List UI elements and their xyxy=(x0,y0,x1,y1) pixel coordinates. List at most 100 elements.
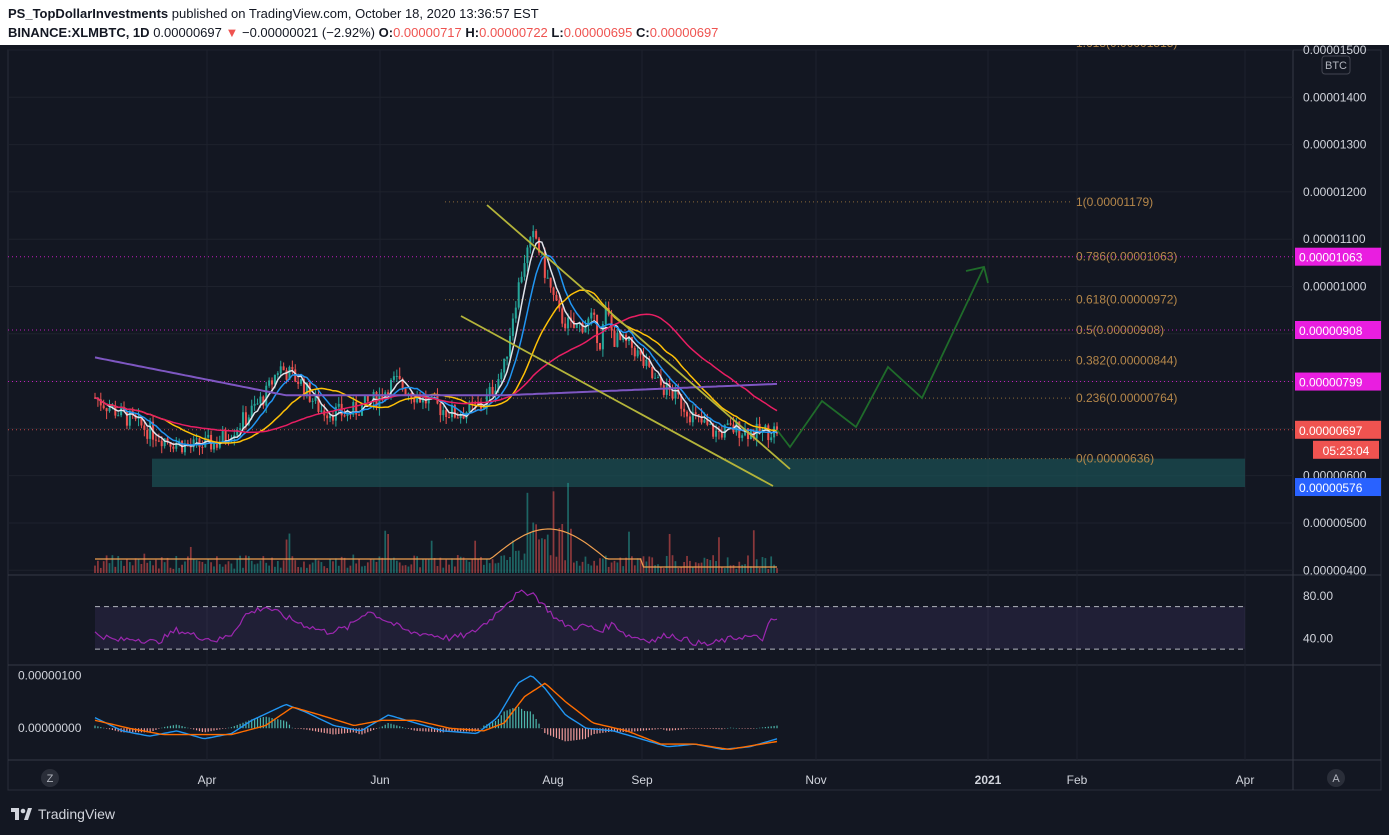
candle-body[interactable] xyxy=(764,425,767,430)
candle-body[interactable] xyxy=(584,326,587,333)
candle-body[interactable] xyxy=(195,438,198,440)
candle-body[interactable] xyxy=(625,334,628,342)
candle-body[interactable] xyxy=(520,276,523,283)
candle-body[interactable] xyxy=(720,431,723,438)
candle-body[interactable] xyxy=(459,415,462,419)
candle-body[interactable] xyxy=(691,412,694,423)
candle-body[interactable] xyxy=(244,412,247,425)
candle-body[interactable] xyxy=(552,287,555,295)
candle-body[interactable] xyxy=(601,324,604,350)
candle-body[interactable] xyxy=(726,423,729,426)
candle-body[interactable] xyxy=(111,405,114,408)
candle-body[interactable] xyxy=(442,410,445,416)
candle-body[interactable] xyxy=(297,381,300,384)
candle-body[interactable] xyxy=(326,415,329,419)
candle-body[interactable] xyxy=(694,412,697,415)
candle-body[interactable] xyxy=(546,277,549,279)
candle-body[interactable] xyxy=(700,415,703,423)
candle-body[interactable] xyxy=(265,385,268,406)
candle-body[interactable] xyxy=(163,438,166,447)
candle-body[interactable] xyxy=(381,394,384,400)
candle-body[interactable] xyxy=(413,398,416,403)
candle-body[interactable] xyxy=(503,358,506,373)
candle-body[interactable] xyxy=(105,408,108,412)
candle-body[interactable] xyxy=(416,396,419,403)
macd-signal-line[interactable] xyxy=(94,682,778,750)
candle-body[interactable] xyxy=(300,379,303,384)
candle-body[interactable] xyxy=(715,430,718,437)
candle-body[interactable] xyxy=(146,430,149,439)
candle-body[interactable] xyxy=(427,397,430,404)
candle-body[interactable] xyxy=(276,373,279,375)
candle-body[interactable] xyxy=(648,360,651,367)
candle-body[interactable] xyxy=(532,231,535,238)
candle-body[interactable] xyxy=(398,375,401,379)
candle-body[interactable] xyxy=(654,377,657,379)
candle-body[interactable] xyxy=(506,356,509,359)
candle-body[interactable] xyxy=(201,446,204,448)
candle-body[interactable] xyxy=(407,393,410,395)
candle-body[interactable] xyxy=(468,401,471,413)
forecast-path[interactable] xyxy=(776,266,985,449)
candle-body[interactable] xyxy=(590,312,593,319)
candle-body[interactable] xyxy=(311,400,314,402)
candle-body[interactable] xyxy=(166,438,169,443)
candle-body[interactable] xyxy=(619,332,622,340)
candle-body[interactable] xyxy=(564,323,567,329)
candle-body[interactable] xyxy=(703,420,706,423)
candle-body[interactable] xyxy=(659,377,662,386)
candle-body[interactable] xyxy=(241,412,245,429)
axis-button-label[interactable]: A xyxy=(1332,773,1340,785)
timezone-button[interactable] xyxy=(41,769,59,787)
chart-canvas[interactable]: Z Apr Jun Aug Sep Nov 2021 Feb Apr A 0.00001500 0.0… xyxy=(0,45,1389,795)
candle-body[interactable] xyxy=(218,442,221,448)
candle-body[interactable] xyxy=(770,437,773,441)
candle-body[interactable] xyxy=(250,405,253,418)
candle-body[interactable] xyxy=(543,251,546,278)
candle-body[interactable] xyxy=(207,434,210,438)
candle-body[interactable] xyxy=(596,314,599,344)
candle-body[interactable] xyxy=(343,415,346,417)
candle-body[interactable] xyxy=(508,335,512,357)
candle-body[interactable] xyxy=(549,277,552,288)
candle-body[interactable] xyxy=(352,402,355,415)
price-label-box[interactable] xyxy=(1295,478,1381,497)
candle-body[interactable] xyxy=(517,282,520,308)
candle-body[interactable] xyxy=(456,417,459,419)
candle-body[interactable] xyxy=(378,394,381,408)
candle-body[interactable] xyxy=(567,317,570,329)
candle-body[interactable] xyxy=(587,318,590,327)
author-name[interactable]: PS_TopDollarInvestments xyxy=(8,6,169,21)
candle-body[interactable] xyxy=(674,387,677,399)
candle-body[interactable] xyxy=(627,337,631,342)
candle-body[interactable] xyxy=(334,406,337,421)
candle-body[interactable] xyxy=(775,426,779,434)
candle-body[interactable] xyxy=(717,430,720,432)
candle-body[interactable] xyxy=(723,425,726,438)
candle-body[interactable] xyxy=(636,350,639,357)
candle-body[interactable] xyxy=(288,366,291,380)
ma-10-line[interactable] xyxy=(94,254,778,446)
candle-body[interactable] xyxy=(488,386,491,396)
candle-body[interactable] xyxy=(102,405,105,409)
candle-body[interactable] xyxy=(477,403,480,405)
candle-body[interactable] xyxy=(256,403,259,405)
candle-body[interactable] xyxy=(497,379,500,391)
candle-body[interactable] xyxy=(523,263,526,277)
candle-body[interactable] xyxy=(616,332,619,347)
candle-body[interactable] xyxy=(355,402,358,415)
candle-body[interactable] xyxy=(572,320,575,329)
candle-body[interactable] xyxy=(450,405,453,418)
candle-body[interactable] xyxy=(500,372,503,380)
price-label-box[interactable] xyxy=(1295,372,1381,391)
candle-body[interactable] xyxy=(337,403,340,407)
candle-body[interactable] xyxy=(662,385,665,395)
candle-body[interactable] xyxy=(192,439,195,448)
candle-body[interactable] xyxy=(346,412,349,416)
candle-body[interactable] xyxy=(401,378,404,389)
candle-body[interactable] xyxy=(125,411,128,426)
candle-body[interactable] xyxy=(462,415,465,419)
candle-body[interactable] xyxy=(320,410,323,412)
candle-body[interactable] xyxy=(491,386,494,395)
candle-body[interactable] xyxy=(448,417,451,419)
